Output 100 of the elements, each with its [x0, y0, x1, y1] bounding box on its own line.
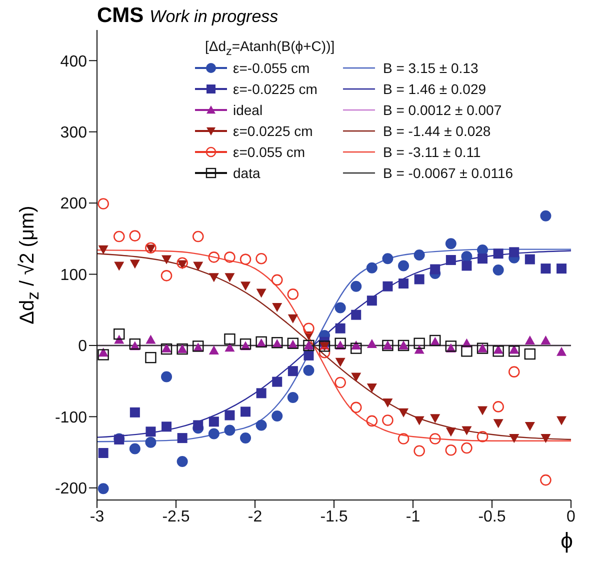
point — [240, 338, 252, 350]
legend-label: B = -0.0067 ± 0.0116 — [383, 165, 514, 182]
point — [556, 346, 567, 356]
point — [256, 388, 266, 398]
point — [303, 322, 314, 334]
point — [114, 262, 124, 271]
point — [414, 250, 425, 261]
point — [271, 274, 283, 286]
point — [98, 245, 108, 254]
point — [130, 407, 140, 418]
y-tick-label: 0 — [78, 338, 88, 356]
point — [208, 252, 220, 263]
point — [98, 448, 108, 458]
legend-label: ε=0.0225 cm — [233, 123, 313, 140]
point — [224, 410, 235, 420]
point — [492, 401, 504, 412]
point — [114, 328, 125, 340]
point — [350, 280, 362, 292]
legend-label: ε=0.055 cm — [233, 144, 306, 160]
point — [492, 346, 504, 357]
point — [208, 345, 219, 354]
legend-label: ε=-0.0225 cm — [233, 81, 318, 98]
point — [161, 371, 172, 382]
point — [445, 238, 456, 250]
point — [508, 366, 520, 378]
point — [461, 250, 472, 262]
point — [429, 433, 441, 444]
x-tick-label: -1.5 — [320, 508, 348, 526]
point — [351, 310, 362, 320]
point — [334, 338, 346, 349]
point — [98, 483, 109, 494]
x-tick-label: -1 — [406, 508, 420, 526]
point — [193, 262, 204, 271]
point — [146, 426, 156, 437]
point — [240, 432, 252, 444]
point — [414, 338, 425, 349]
y-tick-label: -100 — [54, 409, 88, 426]
point — [113, 230, 125, 242]
point — [256, 252, 267, 264]
point — [334, 376, 346, 388]
point — [162, 343, 172, 352]
chart-subtitle: Work in progress — [150, 7, 278, 26]
point — [492, 264, 504, 276]
point — [240, 406, 251, 417]
point — [98, 349, 109, 360]
point — [476, 430, 488, 442]
point — [446, 255, 456, 266]
point — [145, 436, 156, 448]
point — [556, 264, 567, 274]
point — [445, 340, 457, 352]
point — [335, 358, 346, 367]
point — [287, 392, 298, 403]
point — [193, 420, 204, 430]
point — [176, 456, 188, 468]
point — [129, 230, 141, 242]
y-tick-label: -200 — [54, 480, 88, 498]
legend-label: ideal — [233, 102, 263, 118]
point — [272, 303, 282, 312]
point — [304, 350, 314, 360]
point — [256, 420, 267, 431]
point — [240, 254, 252, 265]
point — [366, 415, 378, 427]
point — [272, 376, 282, 387]
point — [366, 296, 377, 306]
legend-label: ε=-0.055 cm — [233, 60, 310, 76]
point — [208, 273, 219, 282]
point — [224, 424, 236, 436]
point — [540, 210, 552, 222]
point — [256, 288, 266, 298]
point — [303, 364, 314, 376]
x-tick-label: 0 — [566, 508, 576, 526]
x-tick-label: -2.5 — [162, 508, 190, 526]
point — [146, 334, 156, 344]
point — [366, 339, 377, 348]
point — [382, 281, 393, 292]
point — [414, 274, 424, 284]
point — [224, 252, 236, 263]
point — [540, 474, 552, 486]
point — [160, 270, 172, 282]
point — [524, 335, 535, 344]
point — [509, 434, 520, 444]
point — [524, 348, 536, 360]
x-tick-label: -2 — [248, 508, 262, 526]
x-tick-label: -3 — [90, 508, 104, 526]
point — [224, 342, 235, 352]
legend-label: B = -1.44 ± 0.028 — [383, 123, 491, 140]
point — [145, 242, 156, 254]
legend-title: [Δd$_{z}$=Atanh(B(ϕ+C))] — [204, 38, 336, 58]
point — [272, 410, 283, 422]
x-tick-label: -0.5 — [478, 508, 506, 526]
point — [462, 426, 472, 436]
y-tick-label: 300 — [60, 124, 88, 142]
point — [398, 433, 410, 444]
point — [493, 419, 504, 428]
point — [446, 428, 456, 437]
point — [208, 428, 220, 440]
point — [350, 342, 362, 354]
point — [129, 338, 141, 350]
point — [366, 383, 377, 392]
legend-label: B = -3.11 ± 0.11 — [383, 144, 481, 160]
